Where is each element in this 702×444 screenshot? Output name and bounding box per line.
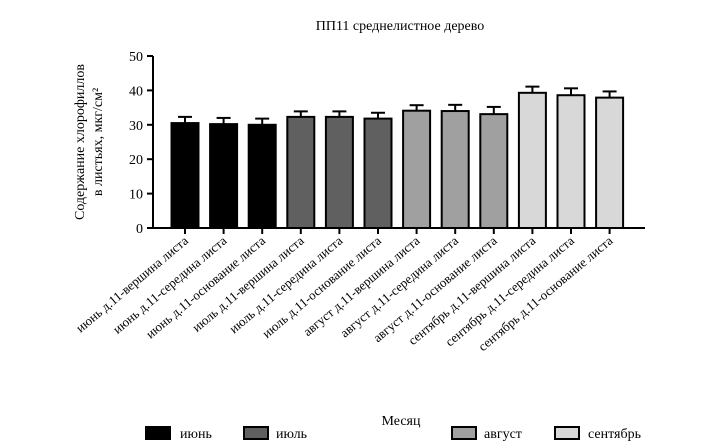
legend-swatch	[451, 426, 477, 440]
bar	[170, 122, 200, 229]
chart-title: ПП11 среднелистное дерево	[316, 19, 485, 34]
bar	[402, 109, 432, 229]
y-tick-label: 10	[129, 188, 143, 203]
y-tick-label: 40	[129, 84, 143, 99]
legend-label: сентябрь	[588, 427, 641, 442]
y-tick-label: 0	[136, 222, 143, 237]
bar	[247, 123, 277, 229]
bar	[363, 117, 393, 229]
x-axis-label: Месяц	[382, 414, 421, 429]
bar	[440, 110, 470, 229]
legend: июнь июль август сентябрь	[145, 426, 641, 442]
y-axis-label-line-2: в листьях, мкг/см²	[91, 88, 106, 196]
y-tick-label: 50	[129, 50, 143, 65]
bar	[517, 91, 547, 229]
bar	[595, 96, 625, 230]
y-tick-label: 20	[129, 153, 143, 168]
legend-label: июнь	[180, 427, 212, 442]
y-tick-label: 30	[129, 119, 143, 134]
bar	[209, 123, 239, 229]
bar	[324, 115, 354, 229]
y-axis-label: Содержание хлорофиллов в листьях, мкг/см…	[73, 64, 106, 220]
y-axis-label-line-1: Содержание хлорофиллов	[73, 64, 88, 220]
bar	[556, 94, 586, 229]
y-axis: 0 10 20 30 40 50	[129, 50, 154, 237]
bar	[479, 113, 509, 229]
bar	[286, 115, 316, 229]
legend-label: июль	[276, 427, 307, 442]
legend-swatch	[554, 426, 580, 440]
bars	[170, 85, 625, 230]
legend-swatch	[145, 426, 171, 440]
legend-label: август	[484, 427, 522, 442]
legend-swatch	[243, 426, 269, 440]
